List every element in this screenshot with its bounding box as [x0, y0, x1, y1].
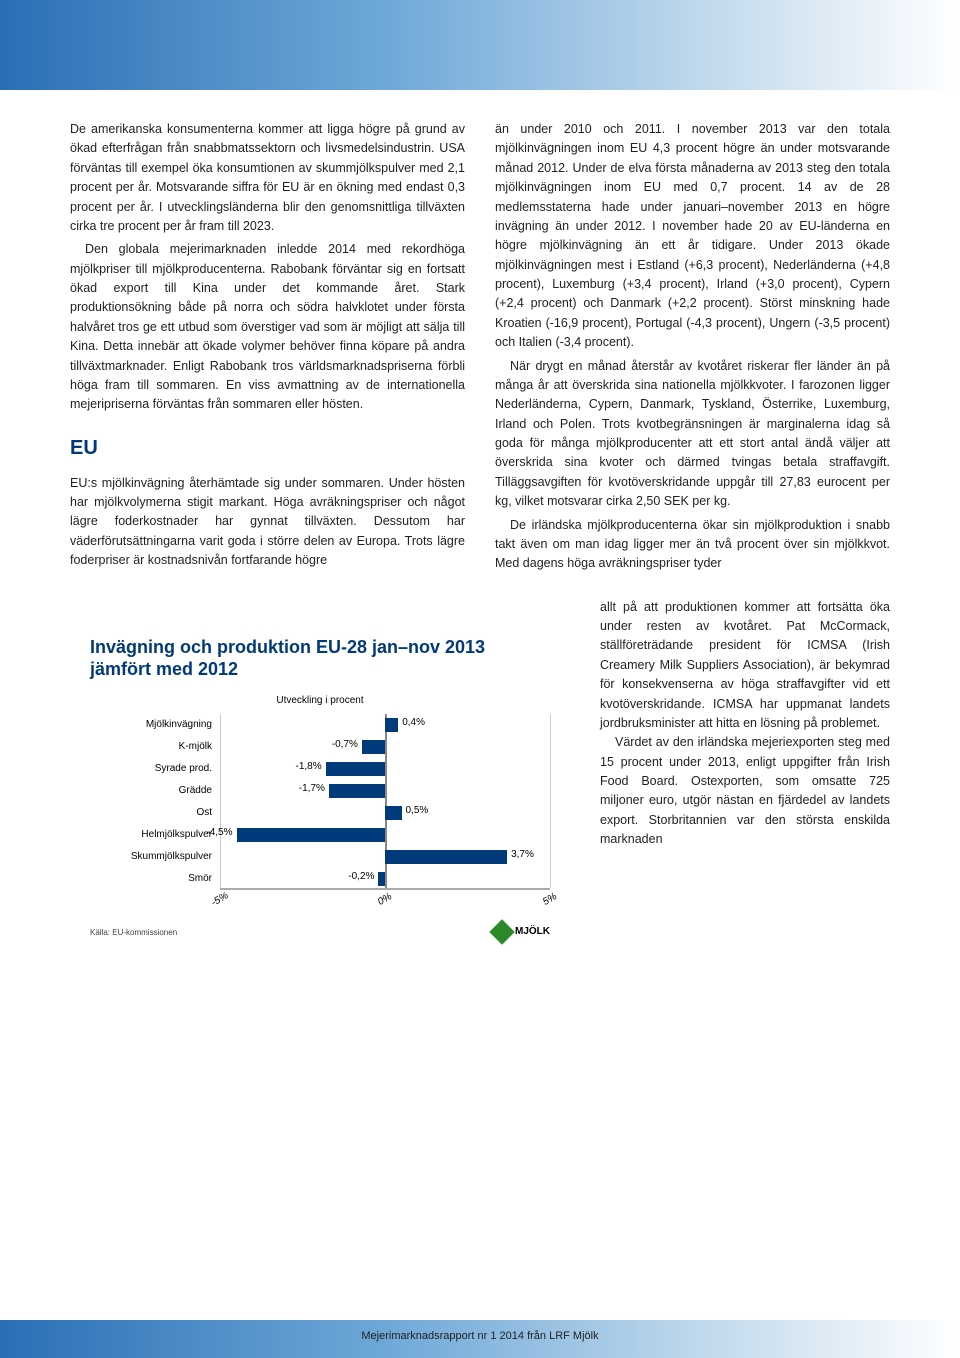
chart-bar: [385, 806, 402, 820]
right-paragraph-1: än under 2010 och 2011. I november 2013 …: [495, 120, 890, 353]
chart-category-label: Helmjölkspulver: [90, 824, 212, 846]
right-after-paragraph-1: allt på att produktionen kommer att fort…: [600, 598, 890, 734]
chart-title: Invägning och produktion EU-28 jan–nov 2…: [90, 636, 550, 681]
chart-value-label: 0,4%: [402, 717, 425, 728]
chart-bar: [378, 872, 385, 886]
chart-body: MjölkinvägningK-mjölkSyrade prod.GräddeO…: [90, 714, 550, 890]
left-column: De amerikanska konsumenterna kommer att …: [70, 120, 465, 578]
section-heading-eu: EU: [70, 433, 465, 464]
left-paragraph-2: Den globala mejerimarknaden inledde 2014…: [70, 240, 465, 414]
chart-value-label: -0,7%: [332, 739, 358, 750]
chart-x-tick: 5%: [541, 891, 559, 908]
chart-value-label: -0,2%: [348, 871, 374, 882]
chart-category-label: Smör: [90, 868, 212, 890]
chart-x-axis: -5%0%5%: [220, 890, 550, 910]
chart-bar: [385, 850, 507, 864]
chart-bar: [326, 762, 385, 776]
chart-subtitle: Utveckling i procent: [90, 695, 550, 706]
chart-category-label: Skummjölkspulver: [90, 846, 212, 868]
chart-bar: [237, 828, 386, 842]
bottom-row: Invägning och produktion EU-28 jan–nov 2…: [0, 598, 960, 951]
chart-category-label: K-mjölk: [90, 736, 212, 758]
chart-category-label: Mjölkinvägning: [90, 714, 212, 736]
main-content: De amerikanska konsumenterna kommer att …: [0, 90, 960, 598]
chart-category-label: Syrade prod.: [90, 758, 212, 780]
right-paragraph-2: När drygt en månad återstår av kvotåret …: [495, 357, 890, 512]
left-paragraph-3: EU:s mjölkinvägning återhämtade sig unde…: [70, 474, 465, 571]
chart-plot-area: 0,4%-0,7%-1,8%-1,7%0,5%-4,5%3,7%-0,2%: [220, 714, 550, 890]
chart-logo: MJÖLK: [493, 923, 550, 941]
right-column: än under 2010 och 2011. I november 2013 …: [495, 120, 890, 578]
right-paragraph-3: De irländska mjölkproducenterna ökar sin…: [495, 516, 890, 574]
chart-value-label: 0,5%: [406, 805, 429, 816]
chart-x-tick: 0%: [376, 891, 394, 908]
footer-text: Mejerimarknadsrapport nr 1 2014 från LRF…: [361, 1330, 598, 1342]
right-after-chart-column: allt på att produktionen kommer att fort…: [600, 598, 890, 850]
chart-value-label: -4,5%: [206, 827, 232, 838]
footer: Mejerimarknadsrapport nr 1 2014 från LRF…: [0, 1320, 960, 1358]
chart-value-label: -1,7%: [299, 783, 325, 794]
lrf-diamond-icon: [489, 919, 514, 944]
chart-category-label: Grädde: [90, 780, 212, 802]
chart-bar: [385, 718, 398, 732]
chart-y-labels: MjölkinvägningK-mjölkSyrade prod.GräddeO…: [90, 714, 220, 890]
chart-category-label: Ost: [90, 802, 212, 824]
chart-source: Källa: EU-kommissionen: [90, 928, 550, 937]
left-paragraph-1: De amerikanska konsumenterna kommer att …: [70, 120, 465, 236]
chart-bar: [329, 784, 385, 798]
right-after-paragraph-2: Värdet av den irländska mejeriexporten s…: [600, 733, 890, 849]
chart-value-label: -1,8%: [295, 761, 321, 772]
chart-logo-text: MJÖLK: [515, 926, 550, 937]
chart-bar: [362, 740, 385, 754]
header-gradient: [0, 0, 960, 90]
chart-value-label: 3,7%: [511, 849, 534, 860]
chart-container: Invägning och produktion EU-28 jan–nov 2…: [70, 618, 570, 951]
